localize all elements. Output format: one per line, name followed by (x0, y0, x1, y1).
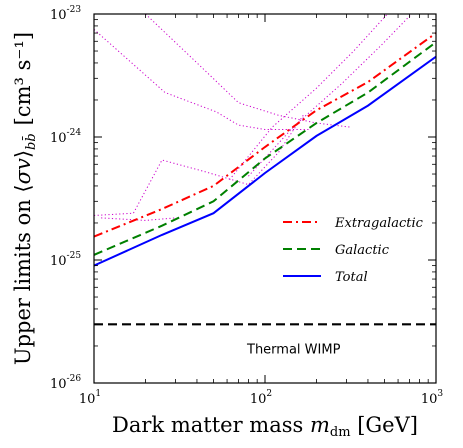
reference-line-label: Thermal WIMP (246, 342, 341, 357)
x-axis-title-unit: [GeV] (351, 413, 418, 437)
x-axis-title-sub: dm (330, 425, 351, 440)
x-tick-label: 101 (79, 389, 101, 407)
y-axis-title-unit: [cm³ s⁻¹] (11, 32, 35, 125)
background-limit-curves (94, 14, 412, 221)
background-curve-3 (101, 217, 176, 221)
x-axis-title-symbol: m (310, 413, 330, 437)
legend-label-total: Total (335, 270, 368, 285)
y-tick-label: 10-23 (50, 5, 81, 23)
x-tick-label: 103 (421, 389, 444, 407)
series-lines (94, 32, 436, 267)
y-axis-title: Upper limits on ⟨σv⟩bb̄ [cm³ s⁻¹] (11, 32, 39, 365)
y-axis-title-main: Upper limits on (11, 193, 35, 366)
y-axis-title-bracket-close: ⟩ (11, 150, 35, 158)
y-axis-title-sub: bb̄ (22, 133, 39, 150)
x-axis-title-main: Dark matter mass (112, 413, 310, 437)
legend-label-galactic: Galactic (335, 243, 390, 258)
x-axis-title: Dark matter mass mdm [GeV] (112, 413, 418, 440)
series-line-total (94, 55, 436, 267)
legend: Extragalactic Galactic Total (283, 216, 424, 285)
y-axis-ticks: 10-26 10-25 10-24 10-23 (50, 5, 436, 392)
background-curve-5 (248, 14, 412, 177)
x-tick-label: 102 (250, 389, 272, 407)
y-tick-label: 10-25 (50, 251, 81, 269)
series-line-extragalactic (94, 32, 436, 238)
legend-label-extragalactic: Extragalactic (334, 216, 424, 231)
background-curve-0 (94, 29, 309, 130)
background-curve-4 (229, 14, 388, 181)
background-curve-1 (145, 14, 352, 128)
background-curve-2 (94, 113, 305, 216)
y-axis-title-bracket-open: ⟨ (11, 184, 35, 192)
y-tick-label: 10-26 (50, 374, 81, 392)
y-tick-label: 10-24 (50, 128, 81, 146)
series-line-galactic (94, 41, 436, 256)
y-axis-title-symbol: σv (11, 158, 35, 184)
x-axis-ticks: 101 102 103 (79, 14, 444, 407)
